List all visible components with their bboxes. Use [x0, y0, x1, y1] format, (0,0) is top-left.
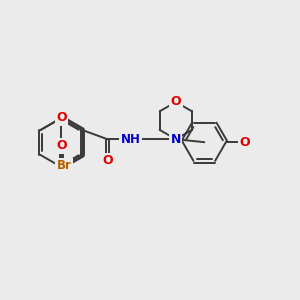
- Text: N: N: [171, 133, 181, 146]
- Text: O: O: [56, 111, 67, 124]
- Text: NH: NH: [121, 133, 141, 146]
- Text: O: O: [102, 154, 113, 167]
- Text: O: O: [56, 139, 67, 152]
- Text: O: O: [239, 136, 250, 149]
- Text: O: O: [170, 95, 181, 109]
- Text: Br: Br: [57, 159, 71, 172]
